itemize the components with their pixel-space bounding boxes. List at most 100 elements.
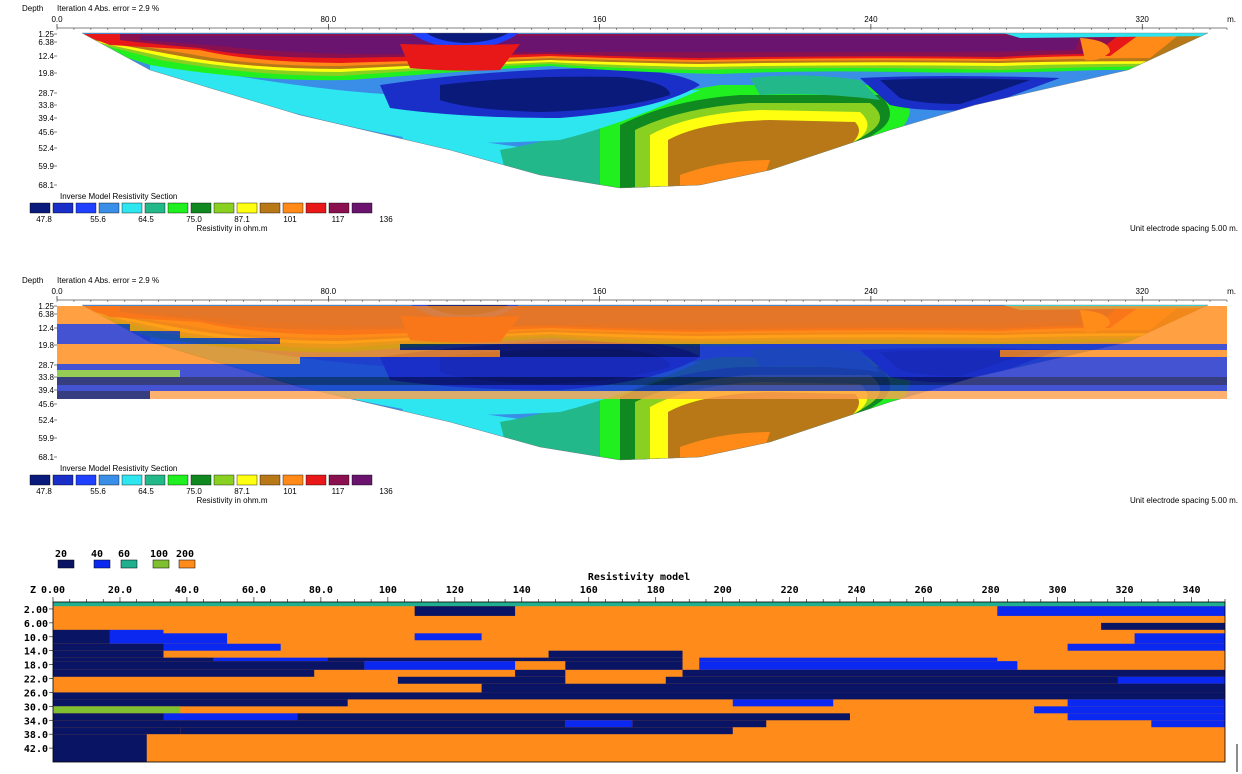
x-tick-label: 240 <box>848 585 866 596</box>
legend-label: 117 <box>332 487 345 496</box>
model-cell <box>53 734 147 762</box>
model-cell <box>481 683 1225 693</box>
model-cell <box>53 650 164 658</box>
model-cell <box>53 629 110 644</box>
z-tick-label: 10.0 <box>24 633 48 644</box>
overlay-band <box>700 344 1227 350</box>
legend-swatch <box>144 202 166 214</box>
x-unit-label: m. <box>1227 15 1236 24</box>
model-overlay <box>57 306 1227 399</box>
legend-swatch <box>351 202 373 214</box>
depth-tick-label: 52.4 <box>38 144 54 153</box>
model-cell <box>1034 706 1225 714</box>
legend-title: Inverse Model Resistivity Section <box>60 464 177 473</box>
model-cell <box>53 727 181 735</box>
resistivity-region <box>1080 38 1110 61</box>
model-cell <box>632 720 767 728</box>
resistivity-region <box>750 75 880 100</box>
legend-swatch <box>305 474 327 486</box>
model-cell <box>414 633 482 641</box>
electrode-spacing-note: Unit electrode spacing 5.00 m. <box>1130 224 1238 233</box>
overlay-band <box>180 331 1227 338</box>
model-title: Resistivity model <box>588 571 690 583</box>
inverse-model-section-2: Depth Iteration 4 Abs. error = 2.9 % 0.0 80… <box>0 272 1242 512</box>
x-tick-label: 80.0 <box>309 585 333 596</box>
legend-swatch <box>190 202 212 214</box>
legend-label: 101 <box>283 215 297 224</box>
legend-title: Inverse Model Resistivity Section <box>60 192 177 201</box>
model-cell <box>163 643 281 651</box>
legend-swatch <box>29 202 51 214</box>
iteration-header: Iteration 4 Abs. error = 2.9 % <box>57 4 159 13</box>
overlay-band <box>57 377 1227 385</box>
legend-caption: Resistivity in ohm.m <box>196 496 267 505</box>
depth-tick-label: 33.8 <box>38 101 54 110</box>
model-cell <box>53 669 315 677</box>
depth-tick-label: 45.6 <box>38 128 54 137</box>
depth-header: Depth <box>22 4 43 13</box>
resistivity-region <box>1000 33 1208 38</box>
x-tick-label: 80.0 <box>321 287 337 296</box>
depth-tick-label: 39.4 <box>38 386 54 395</box>
legend-label: 117 <box>332 215 345 224</box>
model-cell <box>682 669 1225 677</box>
depth-tick-label: 28.7 <box>38 361 54 370</box>
model-cell <box>163 633 228 644</box>
legend-swatch <box>213 202 235 214</box>
legend-label: 75.0 <box>186 215 202 224</box>
model-cell <box>565 720 633 728</box>
x-tick-label: 160 <box>593 15 607 24</box>
overlay-band <box>300 357 1227 364</box>
x-tick-label: 100 <box>379 585 397 596</box>
inverse-section-chart-2: Depth Iteration 4 Abs. error = 2.9 % 0.0 80… <box>22 276 1238 505</box>
legend-swatch <box>305 202 327 214</box>
overlay-band <box>500 350 700 357</box>
legend-value: 20 <box>55 549 67 560</box>
legend-swatch <box>259 474 281 486</box>
model-cell <box>109 629 164 644</box>
depth-tick-label: 19.8 <box>38 69 54 78</box>
legend-swatch <box>57 559 75 569</box>
model-cell <box>665 676 1225 684</box>
legend-swatch <box>190 474 212 486</box>
depth-tick-label: 1.25 <box>38 30 54 39</box>
overlay-band <box>57 391 150 399</box>
z-tick-label: 42.0 <box>24 744 48 755</box>
z-axis-label: Z <box>30 585 36 596</box>
legend-label: 75.0 <box>186 487 202 496</box>
depth-tick-label: 39.4 <box>38 114 54 123</box>
electrode-spacing-note: Unit electrode spacing 5.00 m. <box>1130 496 1238 505</box>
legend-swatch <box>52 474 74 486</box>
overlay-band <box>1000 350 1227 357</box>
legend-swatch <box>29 474 51 486</box>
x-tick-label: 80.0 <box>321 15 337 24</box>
model-cell <box>1151 720 1225 728</box>
x-tick-label: 0.0 <box>51 287 63 296</box>
depth-tick-label: 68.1 <box>38 453 54 462</box>
depth-tick-label: 6.38 <box>38 310 54 319</box>
legend-label: 101 <box>283 487 297 496</box>
legend-swatch <box>213 474 235 486</box>
overlay-band <box>57 338 280 344</box>
legend-swatch <box>121 202 143 214</box>
z-tick-label: 26.0 <box>24 688 48 699</box>
overlay-band <box>57 385 1227 391</box>
overlay-band <box>180 370 1227 377</box>
resistivity-region <box>400 44 520 71</box>
model-cell <box>53 706 181 714</box>
model-cell <box>53 661 365 670</box>
depth-tick-label: 1.25 <box>38 302 54 311</box>
depth-header: Depth <box>22 276 43 285</box>
model-cell <box>213 657 328 662</box>
z-tick-label: 14.0 <box>24 647 48 658</box>
legend-label: 87.1 <box>234 215 250 224</box>
model-cell <box>515 669 566 677</box>
model-cell <box>1067 713 1225 721</box>
overlay-band <box>57 318 1227 324</box>
legend-label: 47.8 <box>36 487 52 496</box>
x-unit-label: m. <box>1227 287 1236 296</box>
depth-tick-label: 59.9 <box>38 434 54 443</box>
depth-tick-label: 59.9 <box>38 162 54 171</box>
z-tick-label: 38.0 <box>24 730 48 741</box>
resistivity-region <box>880 78 1030 104</box>
